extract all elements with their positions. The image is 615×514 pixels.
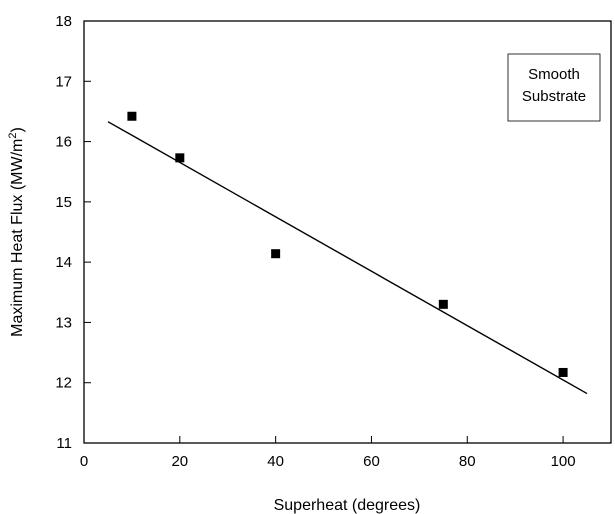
x-tick-label: 0 [80,453,88,470]
data-point [175,153,185,163]
y-tick-label: 17 [55,73,72,90]
fit-line [107,121,588,395]
y-tick-label: 13 [55,314,72,331]
data-point [438,299,448,309]
data-points [127,111,568,377]
data-point [271,249,281,259]
y-tick-label: 18 [55,13,72,30]
x-tick-label: 40 [267,453,284,470]
legend-line-1: Smooth [528,66,580,83]
y-tick-label: 15 [55,194,72,211]
y-axis-label: Maximum Heat Flux (MW/m2) [7,127,26,337]
data-point [558,367,568,377]
y-tick-label: 16 [55,134,72,151]
legend-box: Smooth Substrate [507,53,601,122]
data-point [127,111,137,121]
x-axis-ticks: 0 20 40 60 80 100 [80,436,576,470]
plot-frame [83,20,612,444]
y-tick-label: 14 [55,254,72,271]
x-tick-label: 20 [171,453,188,470]
y-tick-label: 12 [55,375,72,392]
x-tick-label: 60 [363,453,380,470]
legend-line-2: Substrate [522,88,586,105]
y-axis-ticks: 11 12 13 14 15 16 17 18 [55,13,91,452]
x-tick-label: 80 [459,453,476,470]
y-tick-label: 11 [56,435,72,452]
fit-line-layer [107,121,588,395]
x-tick-label: 100 [551,453,576,470]
x-axis-label: Superheat (degrees) [274,497,421,514]
legend-frame [507,53,601,122]
